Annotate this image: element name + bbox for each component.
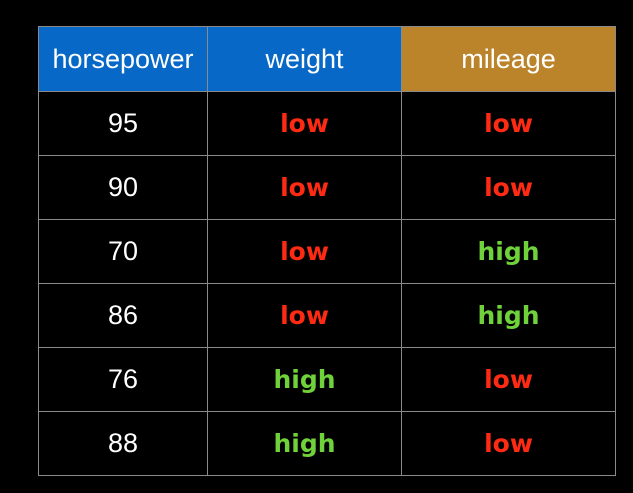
- mileage-cell: high: [401, 283, 616, 348]
- mileage-cell: low: [401, 91, 616, 156]
- table-row: 90 low low: [38, 155, 616, 220]
- horsepower-cell: 95: [38, 91, 208, 156]
- horsepower-cell: 86: [38, 283, 208, 348]
- header-mileage: mileage: [401, 26, 616, 92]
- table-row: 70 low high: [38, 219, 616, 284]
- table-row: 95 low low: [38, 91, 616, 156]
- header-row: horsepower weight mileage: [38, 26, 616, 92]
- mileage-cell: low: [401, 411, 616, 476]
- data-table: horsepower weight mileage 95 low low 90 …: [38, 26, 616, 476]
- weight-cell: low: [207, 91, 402, 156]
- horsepower-cell: 70: [38, 219, 208, 284]
- header-weight: weight: [207, 26, 402, 92]
- horsepower-cell: 88: [38, 411, 208, 476]
- weight-cell: low: [207, 219, 402, 284]
- weight-cell: high: [207, 411, 402, 476]
- header-horsepower: horsepower: [38, 26, 208, 92]
- weight-cell: high: [207, 347, 402, 412]
- table-row: 88 high low: [38, 411, 616, 476]
- horsepower-cell: 76: [38, 347, 208, 412]
- mileage-cell: low: [401, 347, 616, 412]
- table-row: 86 low high: [38, 283, 616, 348]
- mileage-cell: high: [401, 219, 616, 284]
- weight-cell: low: [207, 283, 402, 348]
- mileage-cell: low: [401, 155, 616, 220]
- horsepower-cell: 90: [38, 155, 208, 220]
- table-row: 76 high low: [38, 347, 616, 412]
- weight-cell: low: [207, 155, 402, 220]
